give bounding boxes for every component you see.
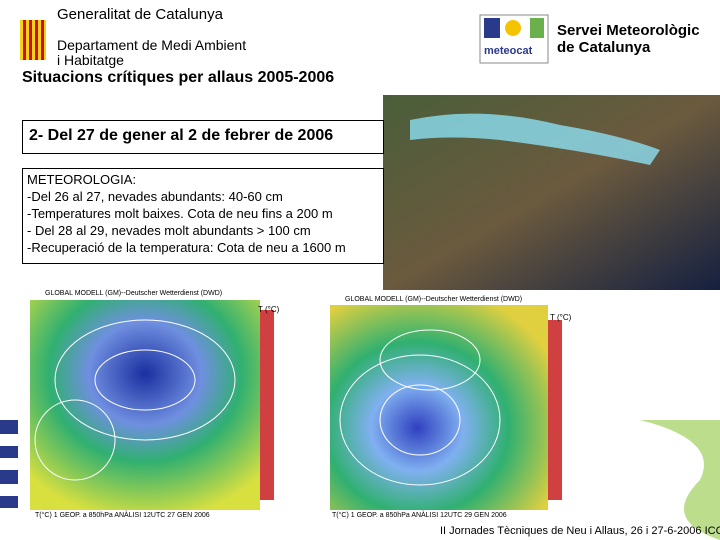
green-swirl: [640, 420, 720, 540]
map-left: [30, 300, 260, 510]
map-title: GLOBAL MODELL (GM)--Deutscher Wetterdien…: [345, 296, 523, 303]
map-caption: T(°C) 1 GEOP. a 850hPa ANÀLISI 12UTC 29 …: [332, 512, 507, 519]
meteo-line: -Recuperació de la temperatura: Cota de …: [27, 240, 346, 255]
meteo-line: - Del 28 al 29, nevades molt abundants >…: [27, 223, 311, 238]
map-legend: T (°C): [550, 313, 572, 322]
meteorology-box: METEOROLOGIA: -Del 26 al 27, nevades abu…: [22, 168, 384, 264]
map-legend: T (°C): [258, 305, 280, 314]
snow-cover: [410, 113, 660, 165]
isolines: [34, 319, 501, 486]
meteo-line: -Temperatures molt baixes. Cota de neu f…: [27, 206, 333, 221]
department: Departament de Medi Ambient: [57, 37, 247, 53]
footer: II Jornades Tècniques de Neu i Allaus, 2…: [440, 525, 720, 537]
map-left-scale: [260, 310, 274, 500]
service: de Catalunya: [557, 39, 651, 56]
section-box: 2- Del 27 de gener al 2 de febrer de 200…: [22, 120, 384, 154]
service: Servei Meteorològic: [557, 22, 700, 39]
org-name: Generalitat de Catalunya: [57, 6, 223, 23]
map-right-scale: [548, 320, 562, 500]
left-stripes: [0, 420, 18, 508]
department: i Habitatge: [57, 52, 124, 68]
logo-text: meteocat: [484, 45, 533, 57]
section-title: 2- Del 27 de gener al 2 de febrer de 200…: [29, 127, 334, 144]
meteo-heading: METEOROLOGIA:: [27, 172, 137, 187]
slide-title: Situacions crítiques per allaus 2005-200…: [22, 69, 335, 86]
map-title: GLOBAL MODELL (GM)--Deutscher Wetterdien…: [45, 290, 223, 297]
generalitat-logo: [20, 20, 46, 60]
map-right: [330, 305, 548, 510]
meteocat-logo: [479, 14, 549, 64]
meteo-line: -Del 26 al 27, nevades abundants: 40-60 …: [27, 189, 283, 204]
map-caption: T(°C) 1 GEOP. a 850hPa ANÀLISI 12UTC 27 …: [35, 512, 210, 519]
